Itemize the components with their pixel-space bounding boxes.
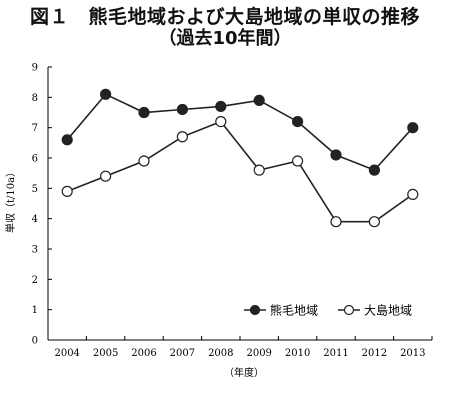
series-1-point xyxy=(330,149,342,161)
legend-marker xyxy=(343,304,355,316)
series-2-point xyxy=(176,131,188,143)
x-tick-label: 2008 xyxy=(208,348,233,359)
series-lines xyxy=(66,93,414,223)
series-1-point xyxy=(368,164,380,176)
series-2-point xyxy=(138,155,150,167)
y-axis-label: 単収（t/10a） xyxy=(4,167,17,233)
legend-label: 大島地域 xyxy=(364,303,412,318)
series-line-1 xyxy=(66,93,414,172)
series-1-point xyxy=(176,103,188,116)
x-tick-label: 2004 xyxy=(54,348,79,359)
series-2-point xyxy=(99,170,112,182)
y-tick-label: 0 xyxy=(32,336,38,347)
x-tick-label: 2010 xyxy=(285,348,310,359)
series-line-2 xyxy=(66,120,414,223)
legend-marker xyxy=(249,304,261,316)
series-2-point xyxy=(292,155,304,167)
series-1-point xyxy=(138,106,150,119)
legend: 熊毛地域 大島地域 xyxy=(244,303,412,318)
series-1-point xyxy=(292,115,304,128)
chart-subtitle: （過去10年間） xyxy=(158,28,292,49)
chart-axes xyxy=(47,67,432,341)
series-2-point xyxy=(407,188,419,200)
x-axis-ticks: 2004 2005 2006 2007 2008 2009 2010 2011 2012 2013 xyxy=(47,336,433,359)
series-2-point xyxy=(253,164,265,176)
y-tick-label: 2 xyxy=(32,275,38,286)
legend-label: 熊毛地域 xyxy=(270,303,318,318)
y-tick-label: 6 xyxy=(32,154,38,165)
y-tick-label: 8 xyxy=(32,93,38,104)
x-tick-label: 2013 xyxy=(400,348,425,359)
series-2-point xyxy=(61,185,73,197)
x-axis-label: （年度） xyxy=(224,366,264,379)
x-tick-label: 2012 xyxy=(362,348,387,359)
y-tick-label: 9 xyxy=(32,63,38,74)
series-1-point xyxy=(215,100,227,113)
x-tick-label: 2009 xyxy=(246,348,271,359)
y-axis-ticks: 0 1 2 3 4 5 6 7 8 9 xyxy=(32,63,52,347)
y-tick-label: 3 xyxy=(32,245,38,256)
series-2-point xyxy=(215,115,227,128)
x-tick-label: 2005 xyxy=(93,348,118,359)
series-points xyxy=(61,88,419,228)
y-tick-label: 4 xyxy=(32,214,38,225)
series-2-point xyxy=(330,216,342,228)
series-1-point xyxy=(99,88,112,100)
y-tick-label: 1 xyxy=(32,305,38,316)
x-tick-label: 2011 xyxy=(323,348,348,359)
series-1-point xyxy=(407,122,419,134)
series-2-point xyxy=(368,216,380,228)
series-1-point xyxy=(61,134,73,146)
x-tick-label: 2007 xyxy=(170,348,195,359)
y-tick-label: 5 xyxy=(32,184,38,195)
x-tick-label: 2006 xyxy=(131,348,156,359)
series-1-point xyxy=(253,94,265,106)
y-tick-label: 7 xyxy=(32,123,38,134)
chart-title: 図１ 熊毛地域および大島地域の単収の推移 xyxy=(29,6,420,28)
